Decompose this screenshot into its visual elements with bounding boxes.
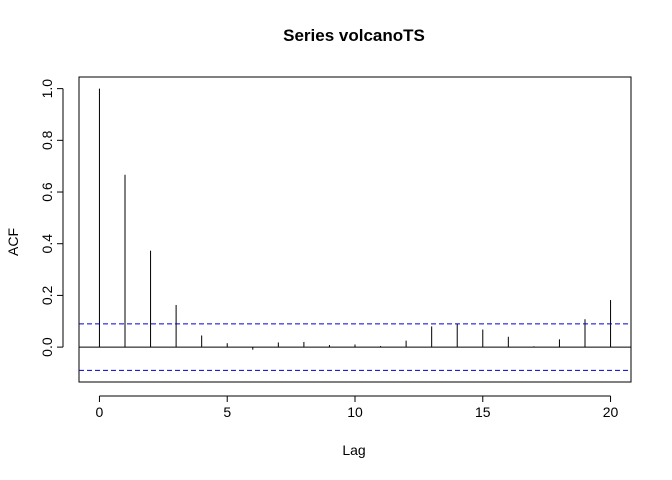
y-tick-label: 0.6 [39, 182, 55, 202]
y-axis-label: ACF [5, 228, 21, 256]
y-tick-label: 0.0 [39, 337, 55, 357]
y-tick-label: 0.8 [39, 130, 55, 150]
y-tick-label: 0.2 [39, 285, 55, 305]
acf-bars [98, 88, 612, 350]
x-tick-label: 5 [223, 404, 231, 420]
x-axis: 0 5 10 15 20 [96, 395, 619, 420]
reference-lines [79, 323, 631, 371]
x-tick-label: 10 [347, 404, 363, 420]
y-tick-label: 0.4 [39, 234, 55, 254]
x-tick-label: 20 [603, 404, 619, 420]
y-tick-label: 1.0 [39, 79, 55, 99]
x-tick-label: 0 [96, 404, 104, 420]
y-axis: 0.0 0.2 0.4 0.6 0.8 1.0 [39, 79, 64, 357]
x-axis-label: Lag [342, 442, 365, 458]
chart-title: Series volcanoTS [283, 26, 425, 45]
plot-area [78, 76, 632, 383]
x-tick-label: 15 [475, 404, 491, 420]
